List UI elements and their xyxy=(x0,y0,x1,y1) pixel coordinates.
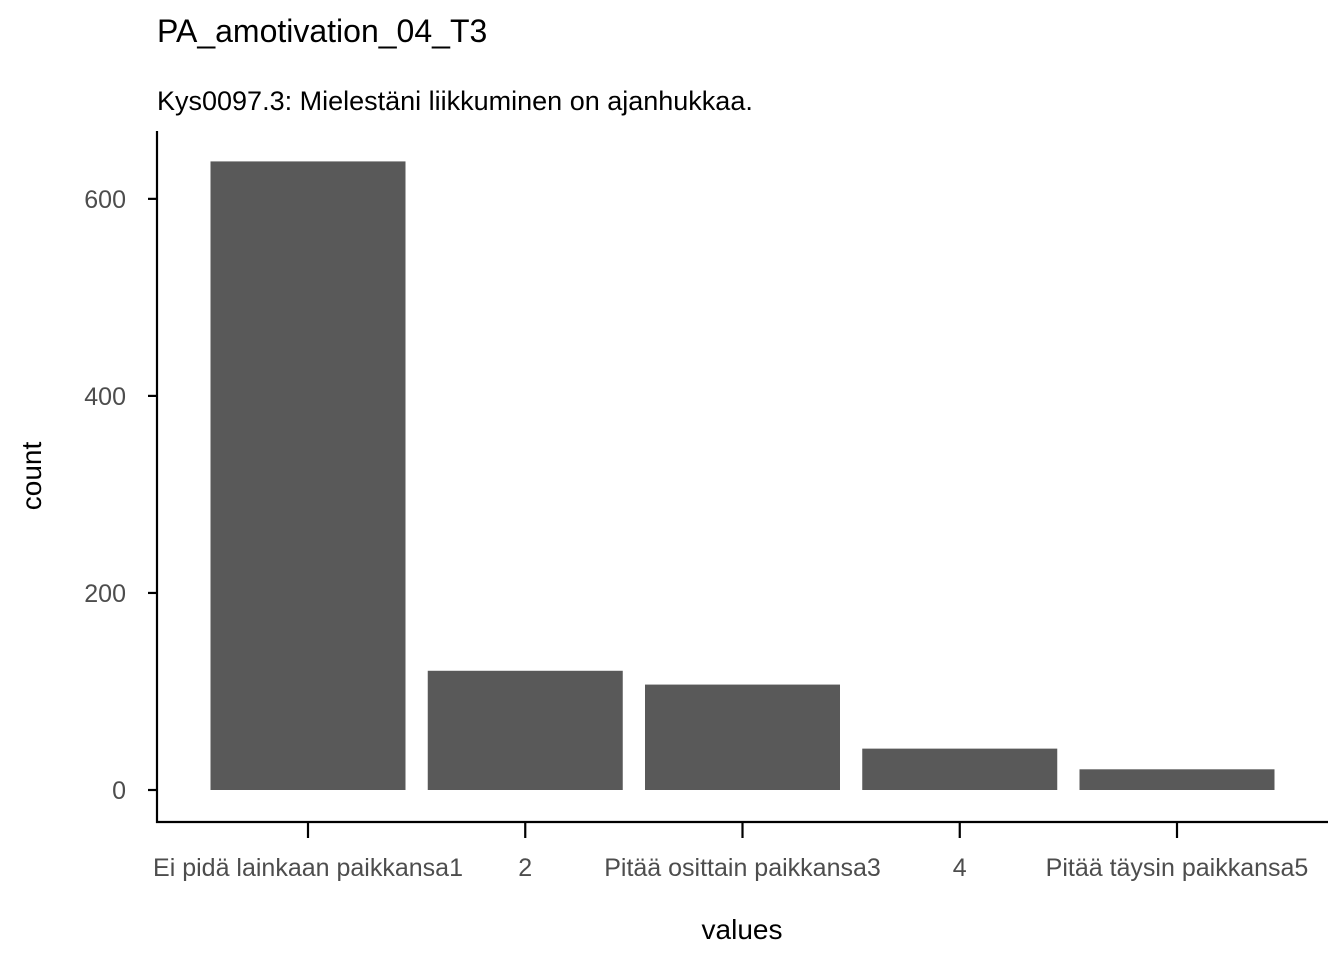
bars-group xyxy=(210,161,1275,790)
bar-2 xyxy=(427,670,623,790)
y-tick-label: 400 xyxy=(84,383,126,411)
bar-4 xyxy=(862,748,1058,790)
y-axis-title: count xyxy=(16,442,47,511)
bar-1 xyxy=(210,161,406,790)
y-tick-label: 200 xyxy=(84,580,126,608)
bar-3 xyxy=(645,684,840,790)
x-axis-title: values xyxy=(702,914,783,945)
x-tick-label: Pitää osittain paikkansa3 xyxy=(604,854,881,882)
chart-subtitle: Kys0097.3: Mielestäni liikkuminen on aja… xyxy=(157,86,753,116)
x-tick-label: Ei pidä lainkaan paikkansa1 xyxy=(153,854,463,882)
y-tick-label: 600 xyxy=(84,186,126,214)
x-tick-label: 2 xyxy=(518,854,532,882)
x-tick-label: Pitää täysin paikkansa5 xyxy=(1046,854,1309,882)
y-axis-ticks: 0 200 400 600 xyxy=(84,186,157,805)
bar-5 xyxy=(1079,769,1275,790)
chart-title: PA_amotivation_04_T3 xyxy=(157,13,487,49)
y-tick-label: 0 xyxy=(112,777,126,805)
x-tick-label: 4 xyxy=(953,854,967,882)
x-axis-ticks: Ei pidä lainkaan paikkansa1 2 Pitää ositta… xyxy=(153,822,1308,882)
